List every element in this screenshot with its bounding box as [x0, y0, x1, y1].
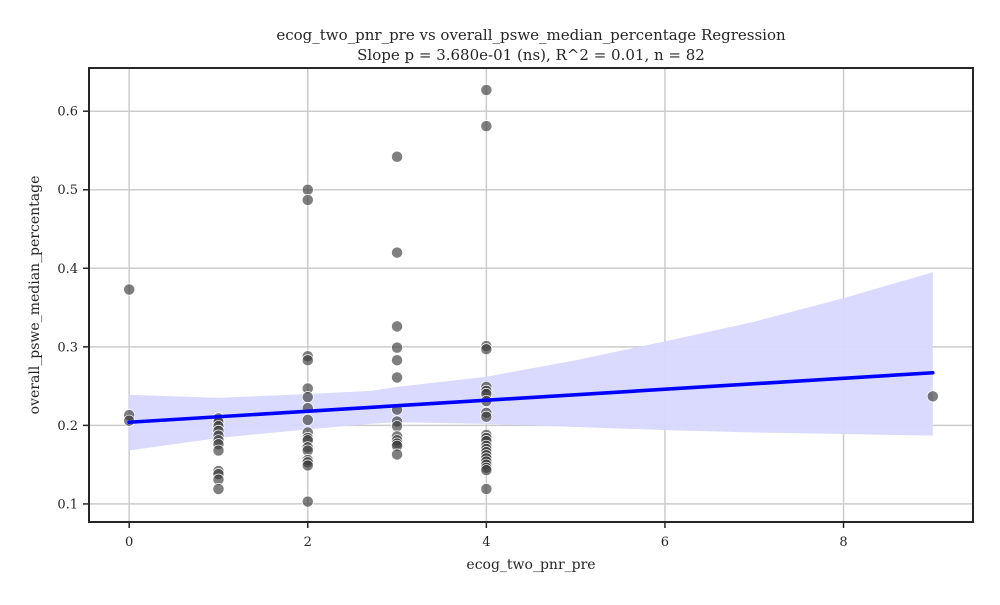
data-point: [391, 320, 404, 333]
data-point: [301, 459, 314, 472]
y-tick-label: 0.5: [57, 183, 78, 198]
data-point: [391, 150, 404, 163]
x-tick-label: 6: [661, 535, 669, 550]
y-tick-label: 0.4: [57, 262, 78, 277]
x-tick-label: 8: [839, 535, 847, 550]
confidence-band: [129, 272, 933, 451]
y-tick-label: 0.2: [57, 419, 78, 434]
data-point: [212, 483, 225, 495]
data-point: [480, 483, 493, 495]
x-axis-label: ecog_two_pnr_pre: [466, 557, 595, 573]
ticks-layer: 0 2 4 6 8 0.1 0.2 0.3 0.4 0.5 0.6: [57, 105, 847, 550]
y-tick-label: 0.3: [57, 340, 78, 355]
data-point: [212, 444, 225, 457]
data-point: [123, 283, 136, 296]
data-point: [301, 495, 314, 508]
x-tick-label: 2: [304, 535, 312, 550]
data-point: [391, 420, 404, 433]
data-point: [301, 391, 314, 404]
y-tick-label: 0.1: [57, 497, 78, 512]
data-point: [301, 194, 314, 206]
plot-frame: [88, 67, 974, 523]
regression-line: [127, 370, 935, 425]
axes-layer: [88, 67, 974, 523]
data-point: [391, 448, 404, 461]
y-axis-label: overall_pswe_median_percentage: [27, 176, 43, 415]
data-point: [301, 354, 314, 367]
data-point: [926, 390, 939, 403]
data-point: [391, 371, 404, 384]
data-point: [480, 84, 493, 96]
data-point: [391, 246, 404, 259]
points-layer: [123, 84, 939, 508]
chart-subtitle: Slope p = 3.680e-01 (ns), R^2 = 0.01, n …: [357, 46, 705, 64]
data-point: [391, 341, 404, 354]
data-point: [480, 120, 493, 133]
x-tick-label: 0: [125, 535, 133, 550]
y-tick-label: 0.6: [57, 105, 78, 120]
data-point: [480, 343, 493, 356]
chart-title: ecog_two_pnr_pre vs overall_pswe_median_…: [276, 26, 786, 44]
data-point: [480, 464, 493, 477]
data-point: [301, 183, 314, 196]
regression-line-layer: [127, 370, 935, 425]
data-point: [480, 410, 493, 423]
data-point: [301, 413, 314, 426]
data-point: [391, 354, 404, 367]
confidence-band-layer: [129, 272, 933, 451]
x-tick-label: 4: [482, 535, 490, 550]
